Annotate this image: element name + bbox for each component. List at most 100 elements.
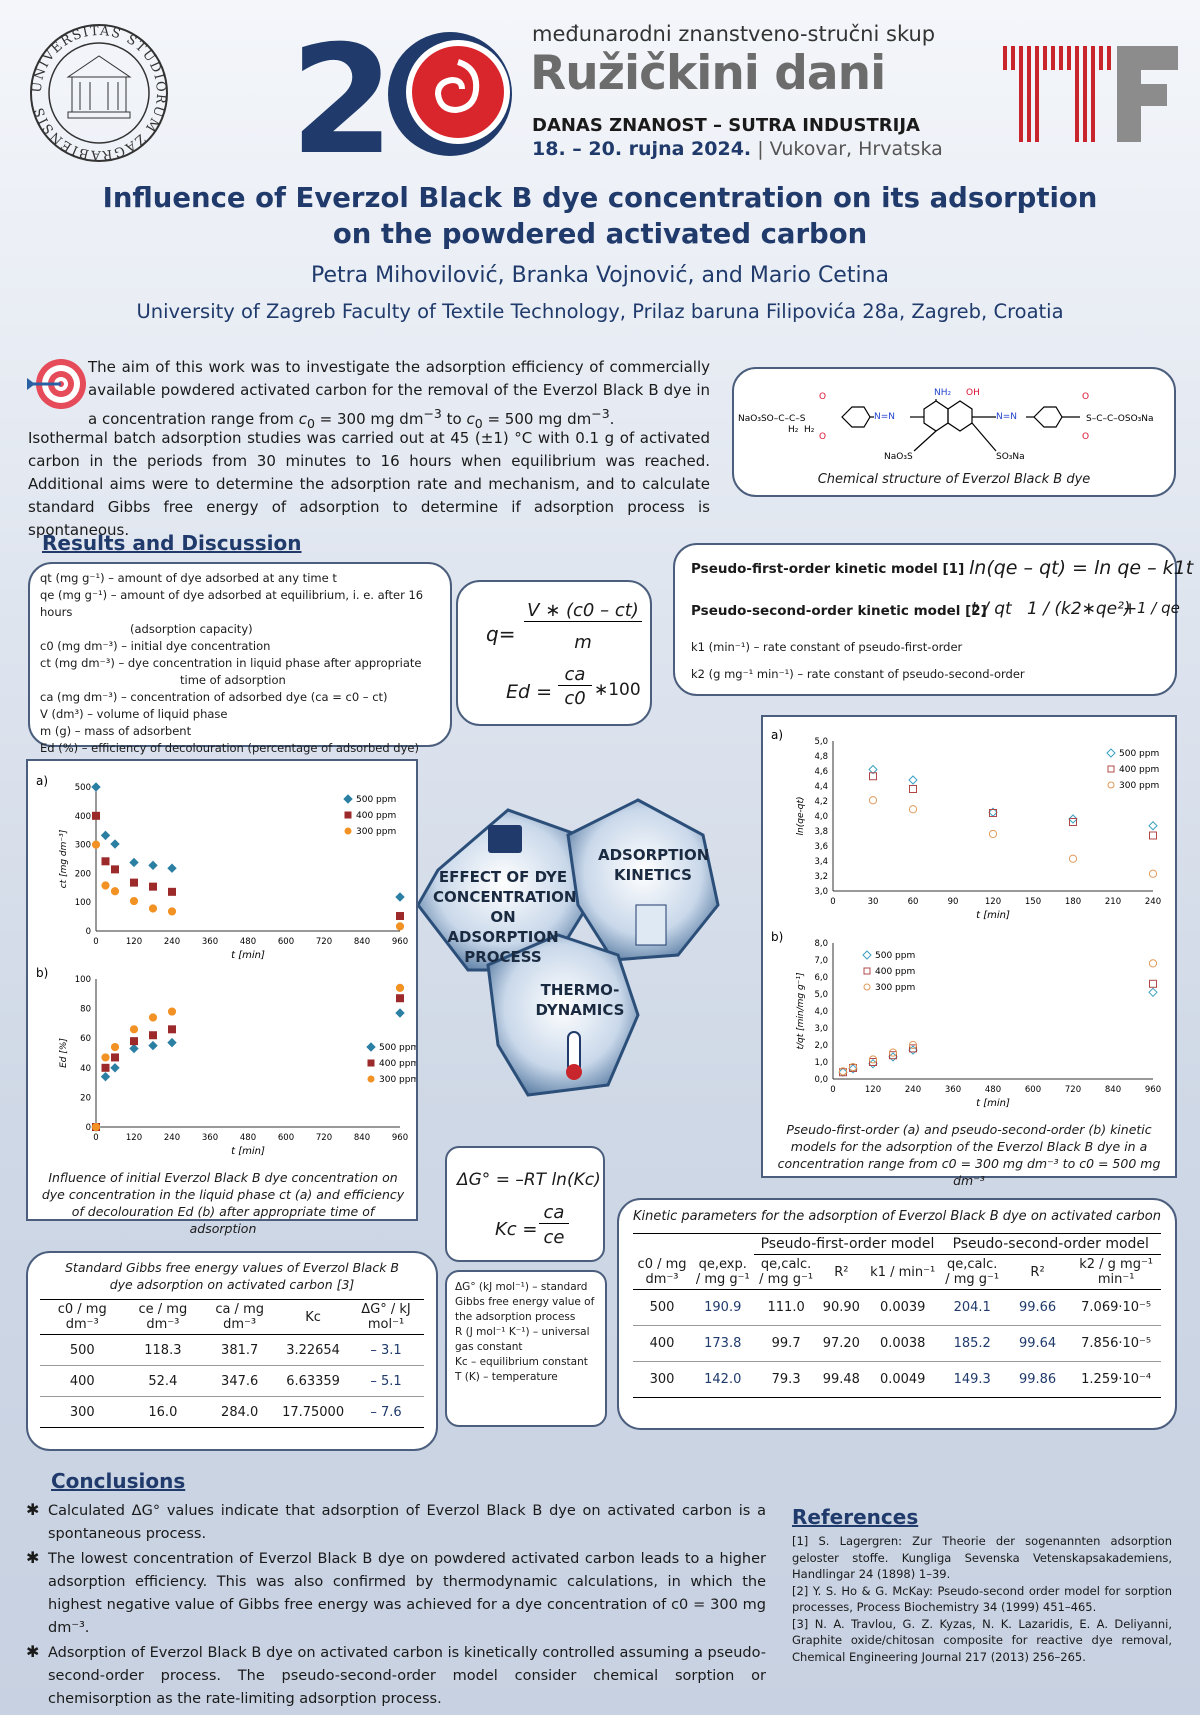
hex-kinetics-label: ADSORPTION KINETICS bbox=[598, 846, 710, 884]
right-group: S–C–C–OSO₃Na bbox=[1086, 414, 1154, 424]
references-list: [1] S. Lagergren: Zur Theorie der sogena… bbox=[792, 1533, 1172, 1665]
kin-header-row: c0 / mg dm⁻³ qe,exp. / mg g⁻¹ qe,calc. / m… bbox=[633, 1255, 1161, 1290]
data-point bbox=[110, 887, 120, 896]
azo-right: N=N bbox=[996, 412, 1017, 422]
x-tick-label: 210 bbox=[1105, 897, 1121, 907]
x-tick-label: 720 bbox=[316, 1133, 332, 1143]
sulfonyl-o-top-2: O bbox=[1082, 392, 1089, 402]
x-tick-label: 720 bbox=[316, 937, 332, 947]
y-tick-label: 5,0 bbox=[814, 990, 828, 1000]
x-tick-label: 0 bbox=[93, 1133, 98, 1143]
gibbs-header-row: c0 / mg dm⁻³ ce / mg dm⁻³ ca / mg dm⁻³ Kc ΔG… bbox=[40, 1300, 424, 1335]
data-point bbox=[167, 907, 177, 916]
period: . bbox=[609, 410, 615, 428]
legend-marker bbox=[1107, 781, 1115, 789]
k2-def: k2 (g mg⁻¹ min⁻¹) – rate constant of pse… bbox=[691, 667, 1025, 681]
kh-qecalc2: qe,calc. / mg g⁻¹ bbox=[945, 1257, 1000, 1287]
data-point bbox=[869, 1058, 877, 1066]
conclusion-item: ✱ Adsorption of Everzol Black B dye on ac… bbox=[26, 1642, 766, 1711]
unit-exp: −3 bbox=[423, 406, 442, 421]
structure-caption: Chemical structure of Everzol Black B dy… bbox=[817, 472, 1091, 487]
x-tick-label: 960 bbox=[392, 937, 408, 947]
right-charts-box: 0 30 60 90 120 150 180 210 240 3,0 3,2 3,4 3,6 3,8 4,0… bbox=[761, 715, 1177, 1188]
h2-a: H₂ bbox=[788, 425, 799, 435]
eq-ed-ca: ca bbox=[558, 664, 592, 686]
x-tick-label: 150 bbox=[1025, 897, 1041, 907]
results-heading: Results and Discussion bbox=[42, 531, 302, 555]
data-point bbox=[111, 1053, 119, 1062]
data-point bbox=[908, 805, 918, 814]
pso-plus: + bbox=[1123, 599, 1138, 619]
y-tick-label: 6,0 bbox=[814, 973, 828, 983]
panel-label: b) bbox=[771, 931, 783, 944]
group-pfo: Pseudo-first-order model bbox=[754, 1233, 941, 1255]
y-tick-label: 4,6 bbox=[814, 767, 828, 777]
x-axis-label: t [min] bbox=[231, 1146, 265, 1157]
y-tick-label: 1,0 bbox=[814, 1058, 828, 1068]
data-point bbox=[909, 1044, 917, 1053]
x-tick-label: 120 bbox=[126, 937, 142, 947]
data-point bbox=[909, 785, 917, 793]
poster-title: Influence of Everzol Black B dye concent… bbox=[0, 180, 1200, 252]
data-point bbox=[1148, 987, 1158, 998]
x-tick-label: 720 bbox=[1065, 1085, 1081, 1095]
data-point bbox=[395, 983, 405, 992]
conference-name: Ružičkini dani bbox=[530, 46, 886, 101]
y-tick-label: 3,0 bbox=[814, 887, 828, 897]
kh-c0: c0 / mg dm⁻³ bbox=[637, 1256, 687, 1287]
data-point bbox=[167, 863, 177, 873]
hex-thermo bbox=[486, 933, 640, 1097]
conference-date: 18. – 20. rujna 2024. bbox=[532, 138, 752, 160]
c0-sub-2: 0 bbox=[474, 416, 483, 431]
cell: 0.0038 bbox=[879, 1336, 926, 1351]
gibbs-table: c0 / mg dm⁻³ ce / mg dm⁻³ ca / mg dm⁻³ Kc ΔG… bbox=[40, 1299, 424, 1428]
kin-group-row: Pseudo-first-order model Pseudo-second-o… bbox=[633, 1233, 1161, 1255]
x-tick-label: 120 bbox=[126, 1133, 142, 1143]
data-point bbox=[129, 896, 139, 906]
data-point bbox=[129, 857, 139, 868]
data-point bbox=[101, 857, 110, 866]
kinetic-table-caption: Kinetic parameters for the adsorption of… bbox=[633, 1209, 1162, 1224]
cell: 99.86 bbox=[1018, 1372, 1057, 1387]
data-point bbox=[149, 1031, 157, 1040]
x-tick-label: 600 bbox=[278, 1133, 294, 1143]
data-point bbox=[989, 809, 997, 817]
y-tick-label: 60 bbox=[80, 1034, 91, 1044]
conference-subtitle: međunarodni znanstveno-stručni skup bbox=[532, 22, 936, 46]
data-point bbox=[129, 1025, 139, 1034]
data-point bbox=[91, 840, 101, 849]
x-tick-label: 360 bbox=[945, 1085, 961, 1095]
kinetic-table-box: Kinetic parameters for the adsorption of… bbox=[617, 1198, 1177, 1430]
x-tick-label: 0 bbox=[93, 937, 98, 947]
kh-r2a: R² bbox=[834, 1264, 849, 1280]
legend-label: 500 ppm bbox=[379, 1043, 416, 1053]
def-qt: qt (mg g⁻¹) – amount of dye adsorbed at … bbox=[40, 571, 337, 585]
cell: 400 bbox=[69, 1373, 95, 1389]
k1-def: k1 (min⁻¹) – rate constant of pseudo-fir… bbox=[691, 640, 963, 654]
eq-ed-c0: c0 bbox=[564, 688, 586, 709]
asterisk-icon: ✱ bbox=[26, 1642, 40, 1661]
c0-500: = 500 mg dm bbox=[482, 410, 592, 428]
y-tick-label: 8,0 bbox=[814, 939, 828, 949]
y-tick-label: 500 bbox=[75, 783, 91, 793]
gibbs-defs-box: ΔG° (kJ mol⁻¹) – standard Gibbs free ene… bbox=[445, 1270, 607, 1427]
x-tick-label: 120 bbox=[985, 897, 1001, 907]
x-axis-label: t [min] bbox=[976, 1098, 1010, 1109]
data-point bbox=[395, 922, 405, 931]
y-axis-label: t/qt [min/mg g⁻¹] bbox=[796, 972, 806, 1050]
pso-label: Pseudo-second-order kinetic model [2] bbox=[691, 603, 987, 619]
ttf-logo bbox=[1003, 46, 1178, 142]
reference-item: [3] N. A. Travlou, G. Z. Kyzas, N. K. La… bbox=[792, 1616, 1172, 1664]
intro-paragraph-2: Isothermal batch adsorption studies was … bbox=[28, 429, 710, 539]
y-tick-label: 200 bbox=[75, 869, 91, 879]
data-point bbox=[1148, 959, 1158, 968]
structure-svg: NaO₃SO–C–C–S H₂ H₂ O O N=N NH₂ OH NaO₃S SO₃N… bbox=[738, 388, 1154, 462]
data-point bbox=[101, 881, 110, 890]
title-line-1: Influence of Everzol Black B dye concent… bbox=[102, 182, 1098, 214]
gdef-t: T (K) – temperature bbox=[455, 1371, 558, 1383]
conclusion-item: ✱ The lowest concentration of Everzol Bla… bbox=[26, 1548, 766, 1640]
legend-marker bbox=[367, 1075, 375, 1083]
sulfonyl-o-bottom: O bbox=[819, 432, 826, 442]
panel-label: b) bbox=[36, 967, 48, 980]
conference-logo: 2 bbox=[290, 14, 525, 188]
